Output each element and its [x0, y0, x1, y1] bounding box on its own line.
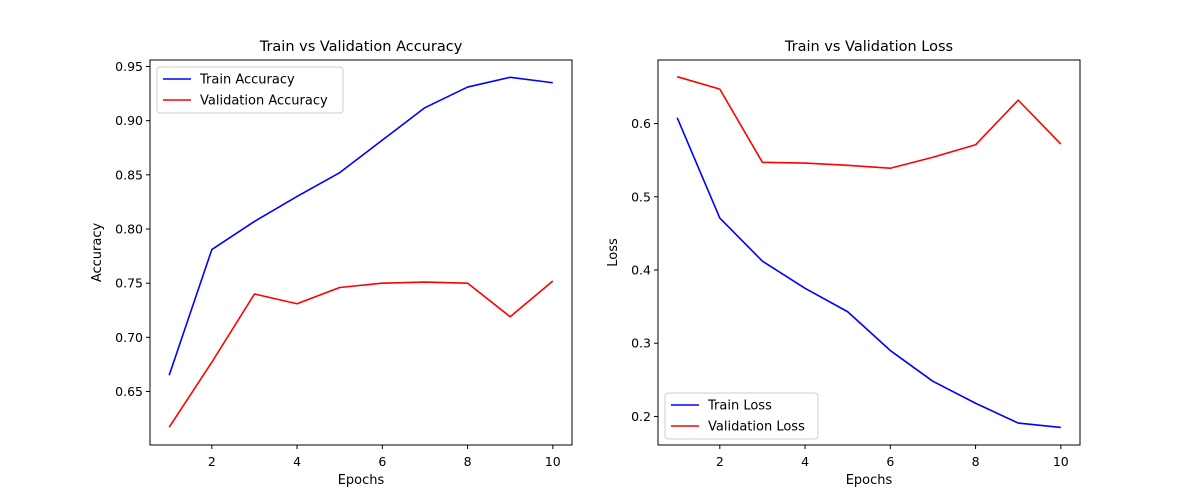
x-tick-label: 8 [464, 454, 472, 469]
legend: Train Accuracy Validation Accuracy [156, 66, 344, 114]
legend-label: Validation Accuracy [200, 94, 328, 109]
y-axis-label: Loss [606, 238, 621, 267]
plot-frame [149, 59, 573, 446]
y-tick-label: 0.3 [631, 336, 651, 351]
chart-title: Train vs Validation Accuracy [259, 39, 463, 55]
x-tick-label: 10 [1053, 454, 1069, 469]
series-line-train-accuracy [168, 76, 553, 376]
y-tick-label: 0.2 [631, 409, 651, 424]
x-tick-label: 6 [886, 454, 894, 469]
x-axis-label: Epochs [338, 473, 385, 488]
y-tick-label: 0.85 [115, 167, 143, 182]
y-tick-label: 0.5 [631, 189, 651, 204]
chart-panel-1: Train vs Validation Accuracy 2 4 6 8 10 0.65 0.… [90, 39, 573, 488]
series-line-validation-accuracy [168, 280, 554, 428]
y-tick-label: 0.6 [631, 116, 651, 131]
chart-title: Train vs Validation Loss [784, 39, 953, 55]
chart-panel-2: Train vs Validation Loss 2 4 6 8 10 0.2 0.3 0.4 0… [606, 39, 1081, 488]
x-tick-label: 10 [545, 454, 561, 469]
legend-box [664, 392, 819, 440]
x-axis-label: Epochs [846, 473, 893, 488]
series-line-validation-loss [676, 75, 1062, 170]
x-tick-label: 2 [208, 454, 216, 469]
legend-label: Train Accuracy [199, 73, 295, 88]
legend: Train Loss Validation Loss [664, 392, 819, 440]
y-axis-label: Accuracy [90, 223, 105, 283]
y-tick-label: 0.95 [115, 59, 143, 74]
y-tick-label: 0.65 [115, 384, 143, 399]
y-tick-label: 0.4 [631, 263, 651, 278]
y-tick-label: 0.75 [115, 276, 143, 291]
x-tick-label: 6 [378, 454, 386, 469]
series-line-train-loss [676, 117, 1061, 429]
legend-label: Train Loss [707, 399, 772, 414]
y-tick-label: 0.70 [115, 330, 143, 345]
legend-box [156, 66, 344, 114]
x-tick-label: 2 [716, 454, 724, 469]
x-tick-label: 4 [801, 454, 809, 469]
y-tick-label: 0.90 [115, 113, 143, 128]
y-tick-label: 0.80 [115, 221, 143, 236]
x-tick-label: 8 [972, 454, 980, 469]
legend-label: Validation Loss [708, 420, 805, 435]
x-tick-label: 4 [293, 454, 301, 469]
plot-frame [657, 59, 1081, 446]
